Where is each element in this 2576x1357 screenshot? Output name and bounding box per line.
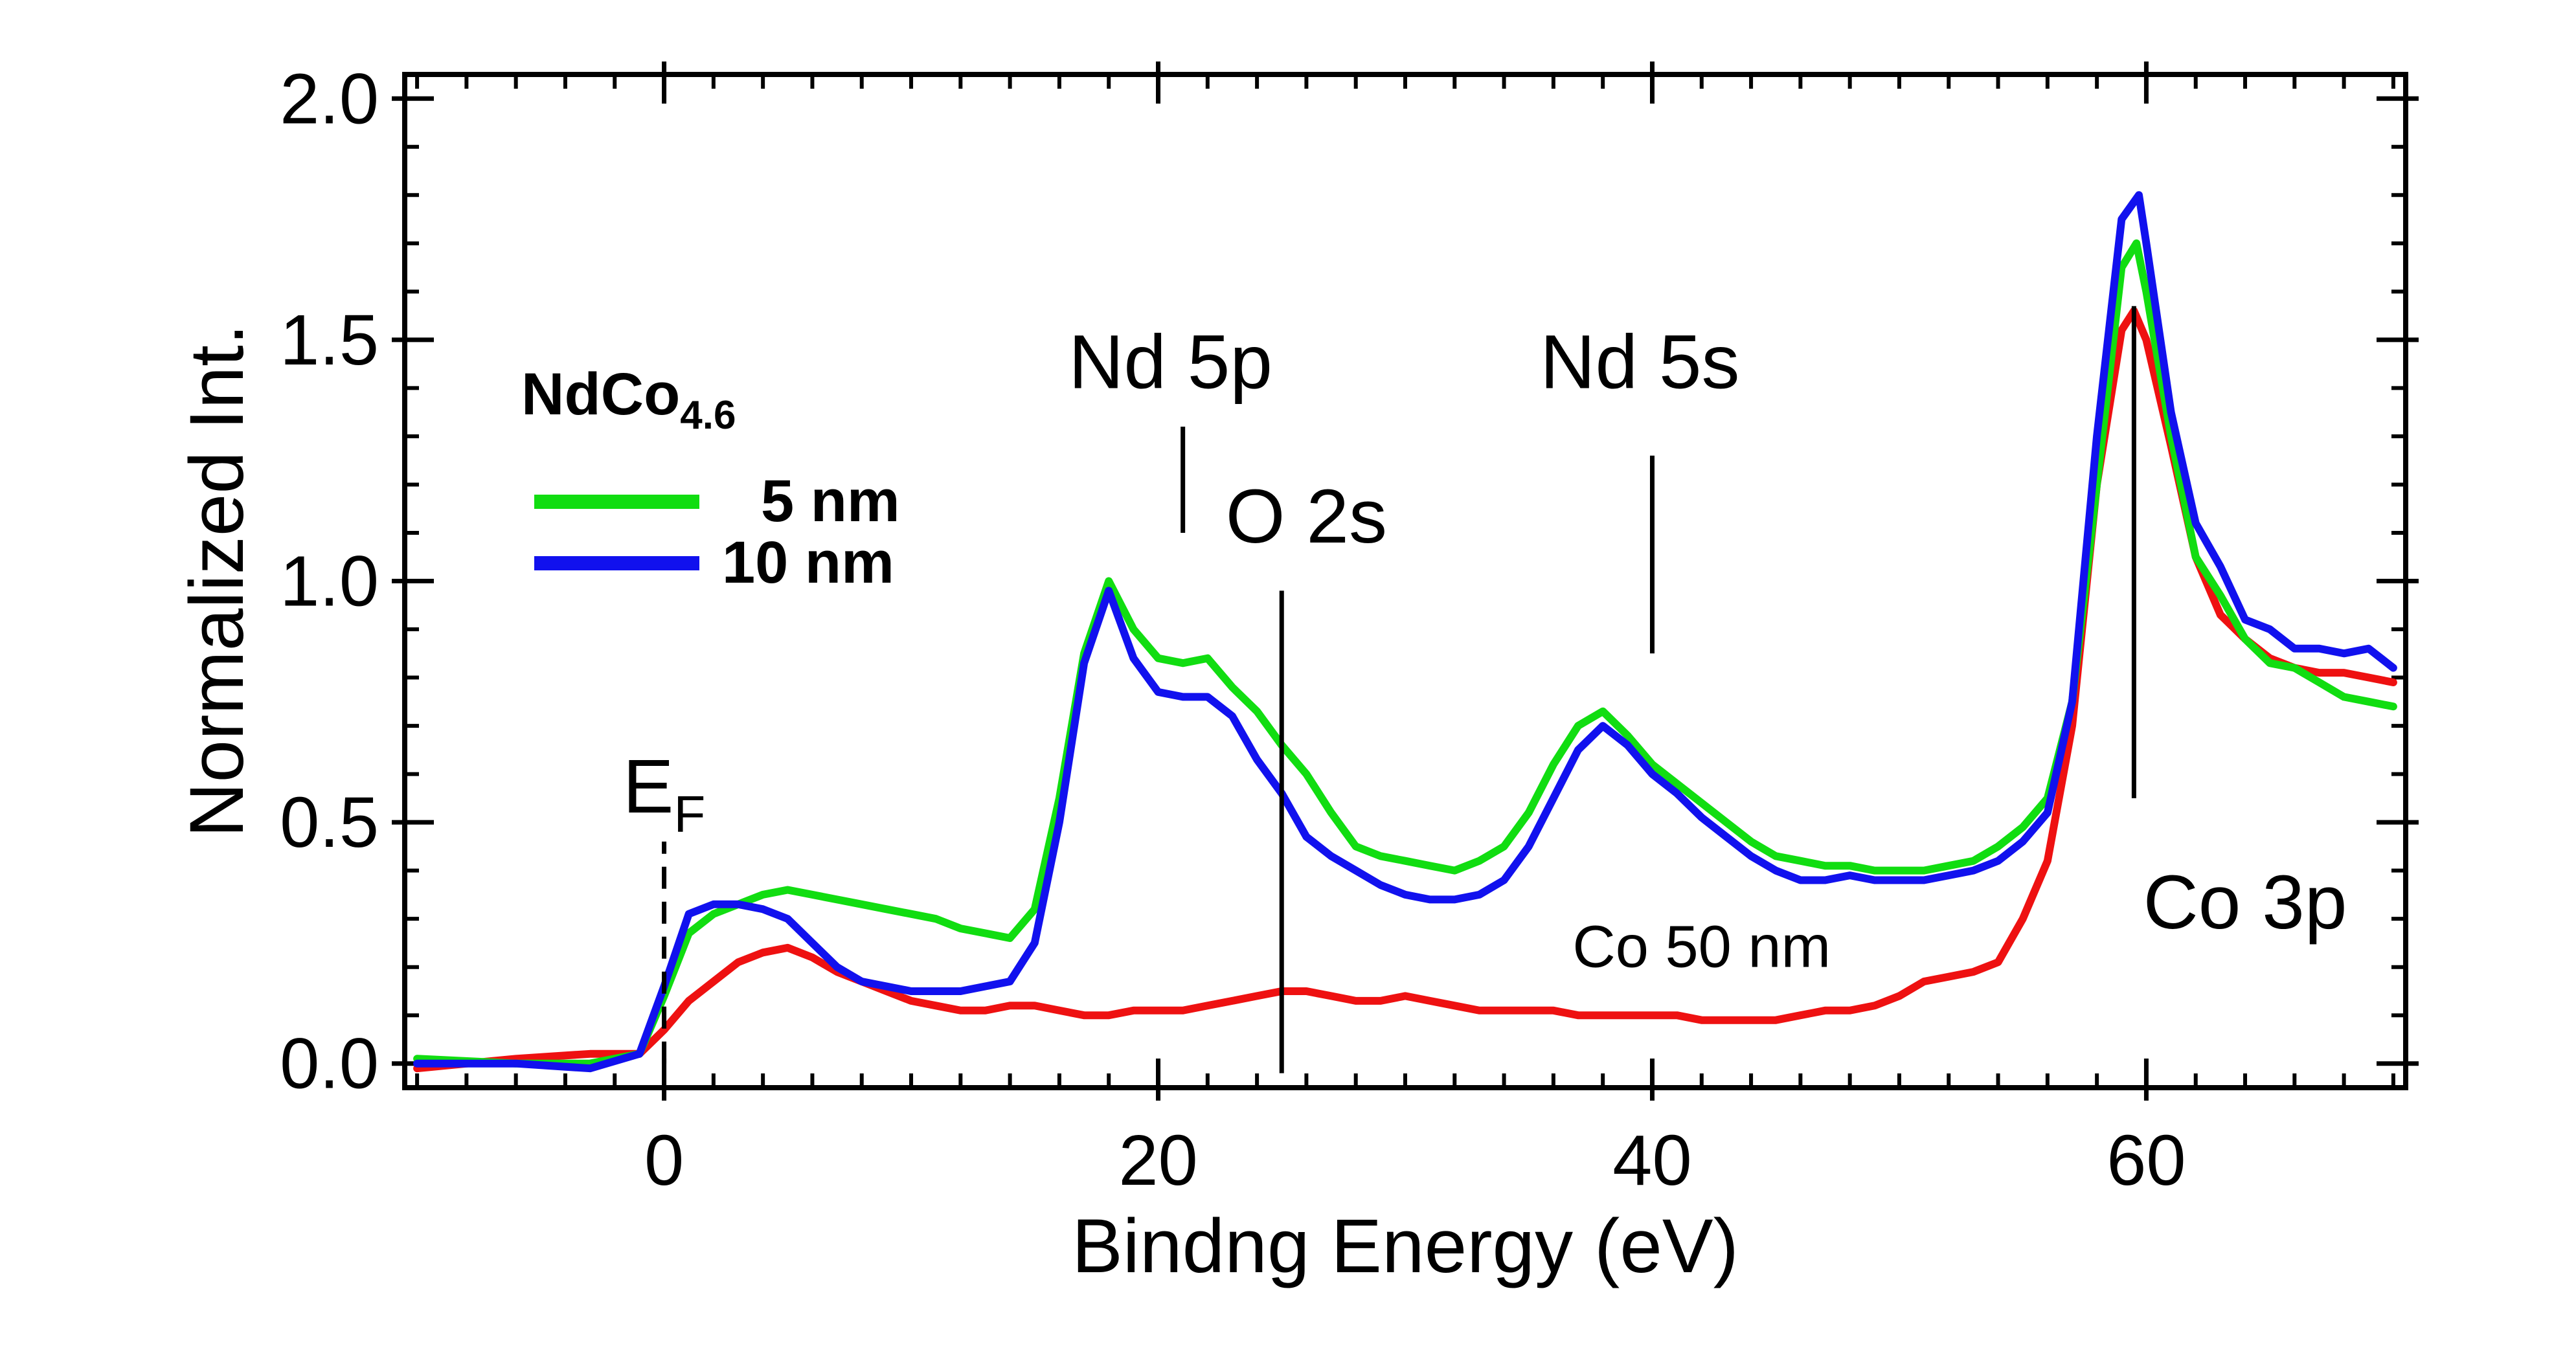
nd-5s-label: Nd 5s xyxy=(1540,319,1739,405)
y-axis-title: Normalized Int. xyxy=(174,324,260,838)
x-tick-label: 0 xyxy=(644,1121,684,1200)
y-tick-label: 1.5 xyxy=(280,300,379,380)
legend: NdCo4.6 5 nm 10 nm xyxy=(521,361,900,596)
fermi-level-label: EF xyxy=(623,744,706,843)
data-series xyxy=(413,191,2397,1073)
peak-annotations: EF Nd 5p O 2s Nd 5s Co 3p xyxy=(623,306,2347,1073)
x-tick-label: 40 xyxy=(1612,1121,1691,1200)
legend-label-5nm: 5 nm xyxy=(761,468,900,534)
y-tick-label: 2.0 xyxy=(280,59,379,139)
plot-frame xyxy=(402,72,2408,1090)
o-2s-label: O 2s xyxy=(1226,474,1387,559)
y-tick-label: 0.5 xyxy=(280,783,379,862)
nd-5p-label: Nd 5p xyxy=(1068,319,1272,405)
y-tick-label: 1.0 xyxy=(280,542,379,622)
series-10nm-line xyxy=(413,191,2397,1073)
x-axis-title: Bindng Energy (eV) xyxy=(1072,1204,1739,1289)
axis-tick-labels: 0 20 40 60 0.0 0.5 1.0 1.5 2.0 xyxy=(280,59,2186,1200)
series-5nm-line xyxy=(413,239,2397,1068)
legend-label-10nm: 10 nm xyxy=(722,530,894,596)
x-tick-label: 60 xyxy=(2107,1121,2186,1200)
legend-title: NdCo4.6 xyxy=(521,361,736,438)
y-tick-label: 0.0 xyxy=(280,1024,379,1104)
series-label-co-50nm: Co 50 nm xyxy=(1572,914,1831,980)
x-tick-label: 20 xyxy=(1118,1121,1197,1200)
legend-title-subscript: 4.6 xyxy=(680,393,736,438)
legend-title-main: NdCo xyxy=(521,361,680,427)
co-3p-label: Co 3p xyxy=(2143,860,2347,945)
